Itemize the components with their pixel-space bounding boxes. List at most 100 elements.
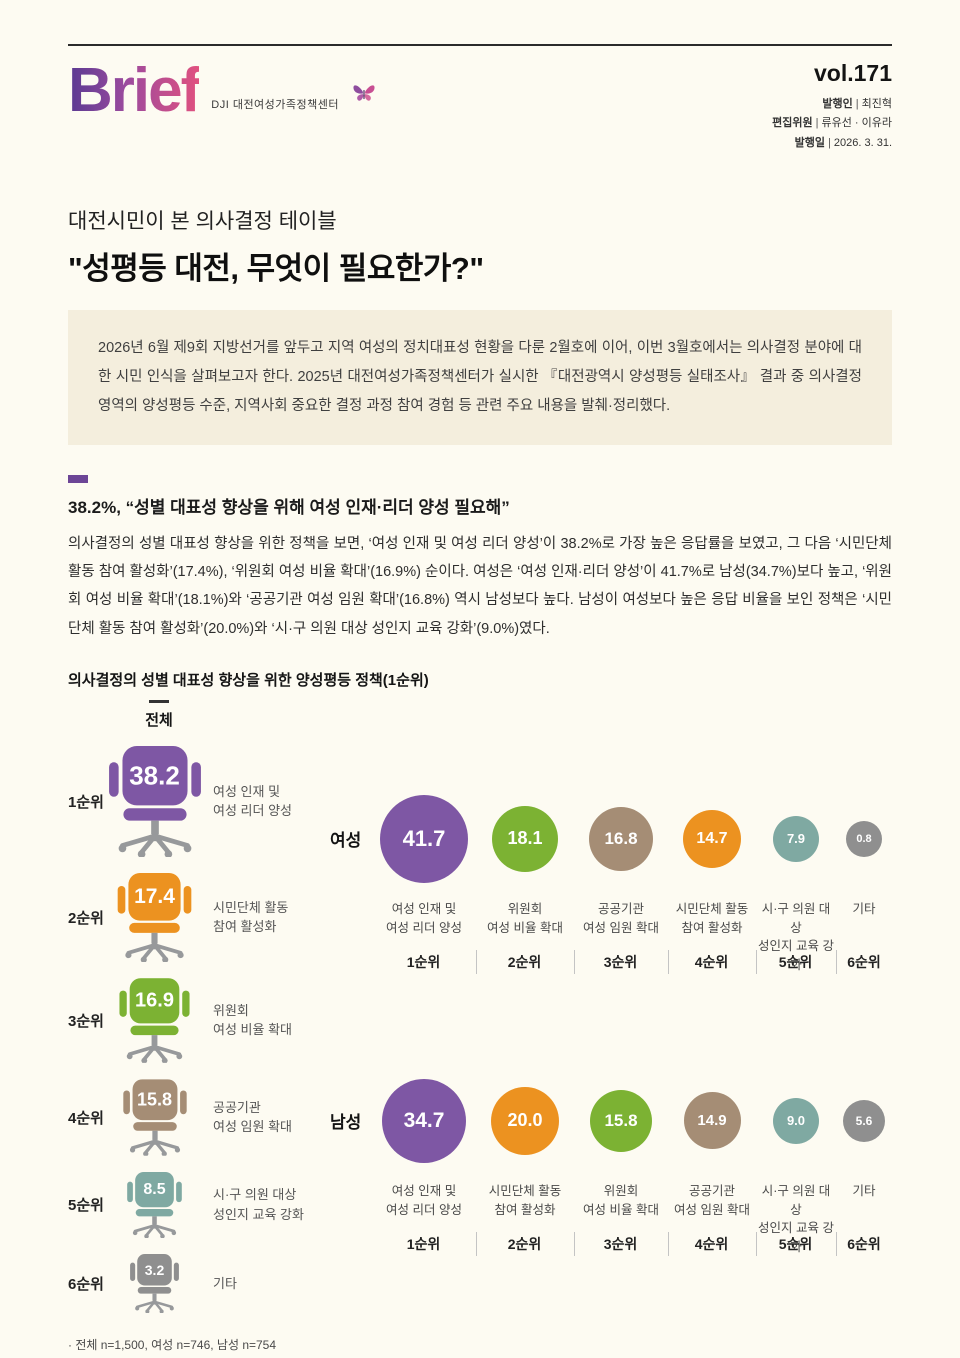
rank-label: 5순위: [68, 1197, 104, 1215]
chair-value: 38.2: [129, 760, 180, 791]
ranking-row: 6순위 3.2 기타: [68, 1254, 892, 1313]
page-title: "성평등 대전, 무엇이 필요한가?": [68, 250, 484, 286]
publication-date: 2026. 3. 31.: [833, 136, 892, 149]
volume-number: vol.171: [814, 60, 892, 86]
total-ranking-block: 전체 1순위 38.2 여성 인재 및 여성 리더 양성 2순위: [68, 699, 892, 1313]
total-label: 전체: [145, 711, 173, 729]
publisher-label: 발행인: [822, 98, 853, 110]
ranking-row: 3순위 16.9 위원회 여성 비율 확대: [68, 978, 892, 1063]
stat-circle: 15.8: [590, 1089, 652, 1152]
circle-area: 14.9: [668, 1066, 756, 1176]
rank-label: 2순위: [476, 949, 575, 974]
stat-column: 14.9 공공기관 여성 임원 확대 4순위: [668, 1066, 757, 1256]
stat-circle: 0.8: [846, 820, 882, 857]
ranking-row: 2순위 17.4 시민단체 활동 참여 활성화: [68, 873, 892, 962]
rank-label: 3순위: [574, 1231, 669, 1256]
stat-circle: 14.9: [683, 1092, 741, 1150]
publisher-name: 최진혁: [861, 98, 892, 110]
stat-column: 7.9 시·구 의원 대상 성인지 교육 강화 5순위: [756, 784, 837, 974]
chair-value: 16.9: [135, 989, 174, 1012]
stat-column: 41.7 여성 인재 및 여성 리더 양성 1순위: [372, 784, 477, 974]
circle-area: 9.0: [756, 1066, 836, 1176]
stat-column: 16.8 공공기관 여성 임원 확대 3순위: [574, 784, 669, 974]
rank-label: 1순위: [372, 949, 477, 974]
rank-label: 4순위: [68, 1109, 104, 1127]
brief-logo: Brief: [68, 56, 201, 125]
circle-area: 7.9: [756, 784, 836, 894]
chair-icon: 3.2: [129, 1254, 180, 1313]
male-label: 남성: [330, 1113, 362, 1133]
policy-label: 공공기관 여성 임원 확대: [674, 1183, 750, 1217]
butterfly-icon: [353, 85, 375, 101]
policy-label: 기타: [213, 1275, 237, 1291]
stat-column: 15.8 위원회 여성 비율 확대 3순위: [574, 1066, 669, 1256]
rank-label: 5순위: [756, 1231, 837, 1256]
publisher-line: 발행인 | 최진혁: [772, 95, 892, 114]
chair-icon: 17.4: [116, 873, 193, 962]
policy-label: 여성 인재 및 여성 리더 양성: [386, 1183, 462, 1217]
sample-size-note: · 전체 n=1,500, 여성 n=746, 남성 n=754: [68, 1337, 277, 1352]
policy-label: 시민단체 활동 참여 활성화: [213, 899, 289, 935]
chair-value: 17.4: [134, 884, 175, 908]
rank-label: 6순위: [847, 953, 881, 970]
chair-wrap: 3.2: [112, 1254, 197, 1313]
stat-circle: 41.7: [380, 794, 468, 883]
rank-label: 4순위: [668, 949, 757, 974]
section-heading: 38.2%, “성별 대표성 향상을 위해 여성 인재·리더 양성 필요해”: [68, 497, 510, 517]
female-group: 여성 41.7 여성 인재 및 여성 리더 양성 1순위 18.1 위원회 여성…: [330, 784, 892, 974]
policy-label: 시·구 의원 대상 성인지 교육 강화: [758, 901, 834, 973]
rank-label: 1순위: [372, 1231, 477, 1256]
logo-block: Brief DJI 대전여성가족정책센터: [68, 60, 377, 122]
rank-label: 3순위: [68, 1012, 104, 1030]
ranking-row: 1순위 38.2 여성 인재 및 여성 리더 양성: [68, 746, 892, 857]
findings-section: 38.2%, “성별 대표성 향상을 위해 여성 인재·리더 양성 필요해” 의…: [68, 474, 892, 643]
female-label: 여성: [330, 831, 362, 851]
stat-circle: 34.7: [382, 1078, 466, 1163]
top-rule: [68, 44, 892, 46]
rank-label: 6순위: [68, 1275, 104, 1293]
stat-circle: 14.7: [683, 809, 741, 868]
stat-column: 20.0 시민단체 활동 참여 활성화 2순위: [476, 1066, 575, 1256]
ranking-row: 4순위 15.8 공공기관 여성 임원 확대: [68, 1079, 892, 1156]
circle-area: 16.8: [574, 784, 668, 894]
stat-column: 18.1 위원회 여성 비율 확대 2순위: [476, 784, 575, 974]
rank-label: 4순위: [668, 1231, 757, 1256]
issue-info: vol.171 발행인 | 최진혁 편집위원 | 류유선 · 이유라 발행일 | 2026.…: [772, 60, 892, 153]
stat-circle: 18.1: [492, 805, 558, 872]
ranking-row: 5순위 8.5 시·구 의원 대상 성인지 교육 강화: [68, 1172, 892, 1238]
policy-label: 기타: [852, 1183, 876, 1198]
title-block: 대전시민이 본 의사결정 테이블 "성평등 대전, 무엇이 필요한가?": [68, 205, 892, 288]
policy-label: 위원회 여성 비율 확대: [583, 1183, 659, 1217]
chair-value: 3.2: [144, 1261, 165, 1278]
chair-icon: 8.5: [126, 1172, 183, 1238]
male-group: 남성 34.7 여성 인재 및 여성 리더 양성 1순위 20.0 시민단체 활…: [330, 1066, 892, 1256]
date-label: 발행일: [794, 136, 826, 149]
rank-label: 3순위: [574, 949, 669, 974]
policy-label: 시민단체 활동 참여 활성화: [675, 901, 749, 935]
stat-circle: 16.8: [589, 806, 653, 871]
stat-circle: 9.0: [773, 1097, 819, 1144]
policy-label: 공공기관 여성 임원 확대: [213, 1099, 292, 1135]
stat-circle: 5.6: [843, 1099, 885, 1142]
policy-label: 시·구 의원 대상 성인지 교육 강화: [213, 1187, 304, 1222]
section-body: 의사결정의 성별 대표성 향상을 위한 정책을 보면, ‘여성 인재 및 여성 …: [68, 535, 892, 637]
chair-icon: 16.9: [118, 978, 191, 1063]
editors-line: 편집위원 | 류유선 · 이유라: [772, 114, 892, 133]
rank-label: 6순위: [847, 1235, 881, 1252]
policy-label: 여성 인재 및 여성 리더 양성: [213, 783, 292, 819]
policy-label: 시민단체 활동 참여 활성화: [488, 1183, 562, 1217]
policy-label: 공공기관 여성 임원 확대: [583, 901, 659, 935]
chair-value: 8.5: [143, 1180, 166, 1198]
circle-area: 14.7: [668, 784, 756, 894]
circle-area: 5.6: [836, 1066, 892, 1176]
intro-box: 2026년 6월 제9회 지방선거를 앞두고 지역 여성의 정치대표성 현황을 …: [68, 309, 892, 445]
meta-separator: |: [815, 117, 819, 130]
stat-column: 5.6 기타 6순위: [836, 1066, 892, 1256]
policy-label: 시·구 의원 대상 성인지 교육 강화: [758, 1183, 834, 1255]
stat-column: 0.8 기타 6순위: [836, 784, 892, 974]
circle-area: 20.0: [476, 1066, 574, 1176]
stat-column: 14.7 시민단체 활동 참여 활성화 4순위: [668, 784, 757, 974]
chair-wrap: 17.4: [112, 873, 197, 962]
chair-icon: 15.8: [122, 1079, 188, 1156]
date-line: 발행일 | 2026. 3. 31.: [772, 134, 892, 153]
